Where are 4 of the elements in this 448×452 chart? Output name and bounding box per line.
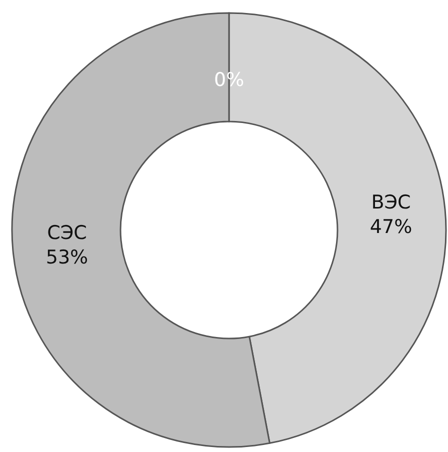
slice-label: СЭС <box>47 222 87 244</box>
data-label: 47% <box>370 216 412 238</box>
data-label: 53% <box>46 246 88 269</box>
slice-label: ВЭС <box>371 191 411 214</box>
